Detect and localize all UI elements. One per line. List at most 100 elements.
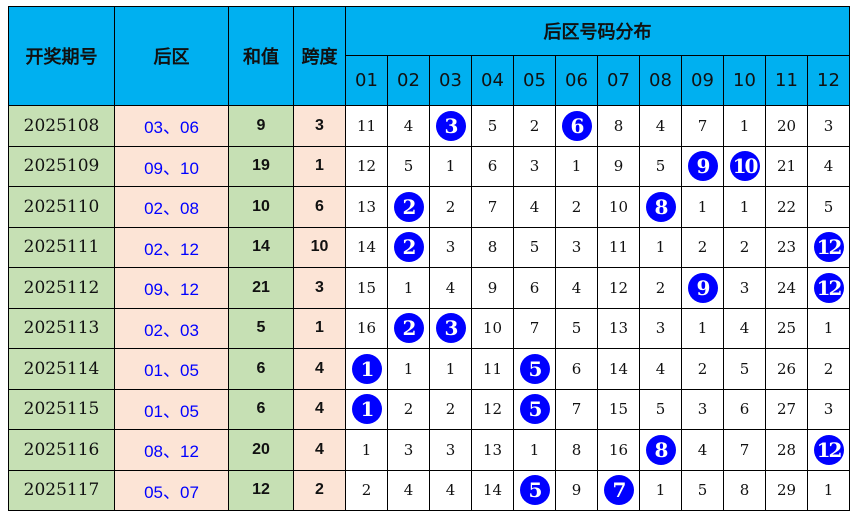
distribution-cell: 5 [555, 307, 598, 349]
distribution-cell: 5 [387, 145, 430, 187]
miss-count: 7 [487, 197, 498, 216]
miss-count: 11 [608, 238, 629, 257]
cell-back: 02、08 [114, 186, 229, 228]
miss-count: 8 [487, 238, 498, 257]
table-row: 2025114 01、05 6 4 1 1 1 11 5 6 14 4 2 5 26 2 [8, 348, 850, 390]
table-row: 2025110 02、08 10 6 13 2 2 7 4 2 10 8 1 1 22 5 [8, 186, 850, 228]
miss-count: 10 [608, 197, 629, 216]
cell-sum: 10 [228, 186, 294, 228]
miss-count: 4 [403, 481, 414, 500]
miss-count: 5 [487, 116, 498, 135]
miss-count: 3 [403, 440, 414, 459]
distribution-cell: 5 [723, 348, 766, 390]
hit-ball: 3 [435, 110, 466, 141]
distribution-cell: 2 [639, 267, 682, 309]
miss-count: 11 [356, 116, 377, 135]
distribution-cell: 5 [513, 388, 556, 430]
miss-count: 2 [823, 359, 834, 378]
distribution-cell: 8 [639, 429, 682, 471]
miss-count: 14 [356, 238, 377, 257]
distribution-cell: 1 [345, 348, 388, 390]
miss-count: 4 [739, 319, 750, 338]
header-sum: 和值 [228, 6, 294, 106]
miss-count: 1 [697, 197, 708, 216]
miss-count: 16 [356, 319, 377, 338]
cell-issue: 2025112 [8, 267, 115, 309]
miss-count: 20 [776, 116, 797, 135]
distribution-cell: 8 [555, 429, 598, 471]
distribution-cell: 4 [387, 469, 430, 511]
miss-count: 5 [823, 197, 834, 216]
miss-count: 7 [697, 116, 708, 135]
distribution-cell: 9 [681, 267, 724, 309]
distribution-cell: 4 [429, 469, 472, 511]
miss-count: 2 [445, 197, 456, 216]
distribution-cell: 3 [807, 105, 850, 147]
distribution-cell: 1 [723, 186, 766, 228]
distribution-cell: 1 [723, 105, 766, 147]
distribution-cell: 1 [429, 348, 472, 390]
miss-count: 26 [776, 359, 797, 378]
header-number-09: 09 [681, 55, 724, 106]
distribution-cell: 5 [513, 348, 556, 390]
miss-count: 4 [445, 278, 456, 297]
cell-sum: 19 [228, 145, 294, 187]
distribution-cell: 1 [807, 307, 850, 349]
header-number-08: 08 [639, 55, 682, 106]
distribution-cell: 11 [471, 348, 514, 390]
distribution-cell: 7 [513, 307, 556, 349]
miss-count: 2 [697, 359, 708, 378]
cell-span: 1 [293, 307, 346, 349]
miss-count: 3 [445, 238, 456, 257]
distribution-cell: 15 [345, 267, 388, 309]
distribution-cell: 5 [471, 105, 514, 147]
hit-ball: 2 [393, 232, 424, 263]
distribution-cell: 4 [387, 105, 430, 147]
distribution-cell: 15 [597, 388, 640, 430]
distribution-cell: 4 [681, 429, 724, 471]
distribution-cell: 3 [807, 388, 850, 430]
header-issue: 开奖期号 [8, 6, 115, 106]
cell-back: 01、05 [114, 348, 229, 390]
distribution-cell: 12 [597, 267, 640, 309]
distribution-cell: 2 [387, 388, 430, 430]
distribution-cell: 13 [471, 429, 514, 471]
distribution-cell: 3 [387, 429, 430, 471]
miss-count: 13 [356, 197, 377, 216]
cell-sum: 14 [228, 226, 294, 268]
distribution-cell: 6 [555, 105, 598, 147]
distribution-cell: 1 [681, 186, 724, 228]
hit-ball: 5 [519, 353, 550, 384]
miss-count: 4 [655, 116, 666, 135]
distribution-cell: 5 [513, 226, 556, 268]
cell-span: 4 [293, 348, 346, 390]
hit-ball: 12 [813, 272, 844, 303]
miss-count: 1 [697, 319, 708, 338]
table-row: 2025111 02、12 14 10 14 2 3 8 5 3 11 1 2 2 23 12 [8, 226, 850, 268]
miss-count: 2 [361, 481, 372, 500]
cell-issue: 2025113 [8, 307, 115, 349]
cell-span: 4 [293, 388, 346, 430]
distribution-cell: 2 [681, 226, 724, 268]
hit-ball: 8 [645, 434, 676, 465]
miss-count: 5 [697, 481, 708, 500]
miss-count: 1 [655, 481, 666, 500]
distribution-cell: 1 [681, 307, 724, 349]
miss-count: 6 [529, 278, 540, 297]
table-row: 2025112 09、12 21 3 15 1 4 9 6 4 12 2 9 3 24 12 [8, 267, 850, 309]
distribution-cell: 23 [765, 226, 808, 268]
miss-count: 14 [482, 481, 503, 500]
miss-count: 8 [739, 481, 750, 500]
distribution-cell: 12 [471, 388, 514, 430]
miss-count: 11 [482, 359, 503, 378]
miss-count: 9 [487, 278, 498, 297]
miss-count: 4 [445, 481, 456, 500]
distribution-cell: 3 [429, 226, 472, 268]
distribution-cell: 6 [471, 145, 514, 187]
miss-count: 5 [529, 238, 540, 257]
cell-issue: 2025114 [8, 348, 115, 390]
cell-sum: 20 [228, 429, 294, 471]
miss-count: 5 [403, 157, 414, 176]
back-zone-distribution-table: 开奖期号 后区 和值 跨度 后区号码分布 01 02 03 04 05 06 07 08 09 1… [8, 6, 850, 511]
cell-issue: 2025116 [8, 429, 115, 471]
